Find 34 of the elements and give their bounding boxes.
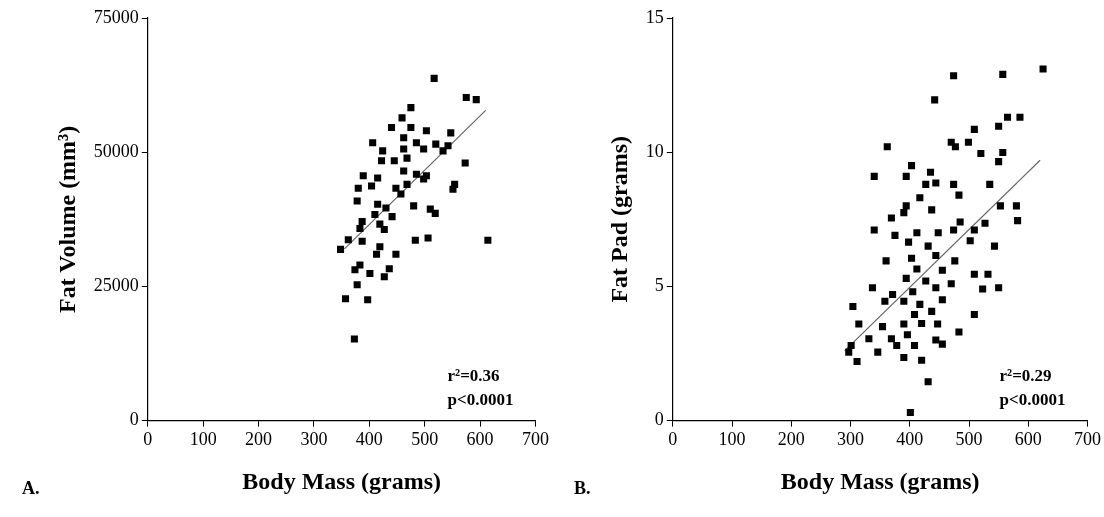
y-tick-label: 5 <box>654 275 664 296</box>
y-tick-label: 10 <box>645 140 664 161</box>
x-axis-title: Body Mass (grams) <box>780 467 980 494</box>
y-axis-title: Fat Volume (mm³) <box>53 125 80 313</box>
y-tick-label: 15 <box>645 6 664 27</box>
x-tick-label: 0 <box>668 429 678 450</box>
text: A. <box>22 478 40 498</box>
annotation: p<0.0001 <box>447 389 514 409</box>
x-tick-label: 600 <box>466 429 494 450</box>
x-tick-label: 200 <box>245 429 273 450</box>
x-tick-label: 0 <box>143 429 153 450</box>
y-axis-title: Fat Pad (grams) <box>605 135 632 303</box>
x-tick-label: 200 <box>777 429 805 450</box>
y-tick-label: 25000 <box>93 275 139 296</box>
x-tick-label: 100 <box>189 429 217 450</box>
x-tick-label: 700 <box>522 429 549 450</box>
y-tick-label: 50000 <box>93 140 139 161</box>
annotation: p<0.0001 <box>999 389 1066 409</box>
x-tick-label: 400 <box>896 429 924 450</box>
y-tick-label: 0 <box>129 409 139 430</box>
y-tick-label: 75000 <box>93 6 139 27</box>
annotation: r²=0.29 <box>999 365 1052 385</box>
x-tick-label: 700 <box>1074 429 1101 450</box>
x-tick-label: 500 <box>955 429 983 450</box>
x-tick-label: 300 <box>300 429 328 450</box>
x-tick-label: 500 <box>411 429 439 450</box>
y-tick-label: 0 <box>654 409 664 430</box>
x-tick-label: 100 <box>718 429 746 450</box>
x-axis-title: Body Mass (grams) <box>242 467 441 494</box>
text: B. <box>574 478 591 498</box>
x-tick-label: 400 <box>355 429 383 450</box>
x-tick-label: 600 <box>1014 429 1042 450</box>
x-tick-label: 300 <box>837 429 865 450</box>
annotation: r²=0.36 <box>447 365 500 385</box>
